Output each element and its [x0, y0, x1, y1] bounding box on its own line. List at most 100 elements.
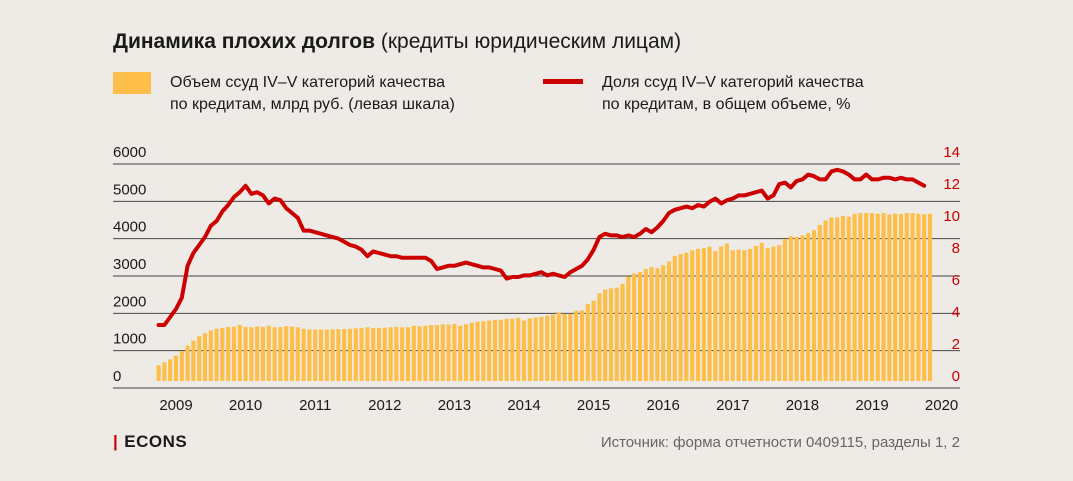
bar [910, 213, 915, 381]
bar [307, 329, 312, 381]
bar [794, 236, 799, 381]
bar [800, 235, 805, 381]
y-right-tick-label: 14 [943, 144, 960, 161]
bar [475, 321, 480, 381]
y-left-tick-label: 3000 [113, 256, 146, 273]
bar [632, 273, 637, 381]
legend-line-line2: по кредитам, в общем объеме, % [602, 96, 851, 113]
bar [255, 326, 260, 381]
bar [846, 216, 851, 381]
bar [730, 250, 735, 381]
bar [579, 310, 585, 381]
share-line-series [156, 167, 927, 327]
legend-bars-label: Объем ссуд IV–V категорий качества по кр… [170, 72, 455, 116]
bar [272, 327, 277, 381]
bar [266, 325, 271, 381]
bar [342, 329, 347, 381]
bar [533, 317, 538, 381]
bar [719, 246, 724, 381]
bar [556, 312, 561, 381]
bar [603, 289, 608, 381]
bar [898, 214, 904, 381]
chart-title: Динамика плохих долгов (кредиты юридичес… [113, 30, 681, 54]
bar [707, 246, 712, 381]
bar [388, 327, 393, 381]
logo-pipe-icon: | [113, 432, 119, 451]
y-left-tick-label: 2000 [113, 293, 146, 310]
chart-title-bold: Динамика плохих долгов [113, 30, 376, 53]
x-tick-label: 2017 [716, 397, 749, 414]
legend-line-label: Доля ссуд IV–V категорий качества по кре… [602, 72, 864, 116]
bar [527, 318, 532, 381]
y-left-tick-label: 1000 [113, 331, 146, 348]
bar [759, 242, 764, 381]
bar [858, 213, 863, 381]
bar [382, 327, 387, 381]
bar [376, 327, 382, 381]
bar [875, 213, 880, 381]
bar [289, 326, 295, 381]
bar [684, 252, 689, 381]
y-right-tick-label: 8 [952, 240, 960, 257]
bar [504, 318, 509, 381]
bar [197, 336, 202, 381]
bar [753, 245, 759, 381]
bar [423, 325, 428, 381]
bar [869, 213, 875, 381]
bar [429, 325, 434, 381]
bar [365, 327, 370, 381]
bar [922, 214, 927, 381]
bar [313, 329, 318, 381]
bar [336, 329, 341, 381]
bar [695, 248, 701, 381]
bar [237, 325, 242, 381]
y-right-tick-label: 2 [952, 336, 960, 353]
bar [608, 288, 614, 381]
bar [585, 304, 590, 381]
brand-name: ECONS [124, 432, 188, 451]
bar [469, 322, 474, 381]
bar [782, 239, 788, 381]
bar [545, 315, 550, 381]
bar [927, 213, 933, 381]
x-tick-label: 2011 [299, 397, 331, 414]
bar [597, 293, 602, 381]
bar [678, 254, 683, 381]
x-tick-label: 2010 [229, 397, 262, 414]
legend-line-line1: Доля ссуд IV–V категорий качества [602, 74, 864, 91]
bar [777, 245, 782, 381]
x-tick-label: 2013 [438, 397, 471, 414]
bar [881, 213, 886, 381]
bar [771, 246, 776, 381]
chart-title-subtitle: (кредиты юридическим лицам) [375, 30, 682, 53]
bar [243, 326, 248, 381]
bar [574, 310, 579, 381]
bar [817, 224, 822, 381]
bar [278, 327, 283, 381]
y-left-tick-label: 5000 [113, 181, 146, 198]
bar [284, 326, 289, 381]
bar [655, 268, 660, 381]
bar [736, 249, 741, 381]
bar [516, 317, 521, 381]
bar [806, 233, 811, 381]
bar [162, 362, 167, 381]
x-tick-label: 2009 [159, 397, 192, 414]
bar [765, 248, 770, 381]
bar [690, 250, 695, 381]
bar [864, 213, 869, 381]
bar [185, 345, 190, 381]
bar [823, 220, 828, 381]
bar [487, 320, 492, 381]
bar [318, 329, 324, 381]
bar [347, 328, 353, 381]
x-tick-label: 2015 [577, 397, 610, 414]
bar [394, 326, 399, 381]
x-tick-label: 2019 [855, 397, 888, 414]
bar [748, 248, 753, 381]
x-tick-label: 2018 [786, 397, 819, 414]
bar [742, 250, 747, 381]
legend-line-swatch [543, 79, 583, 84]
legend-bars-swatch [113, 72, 151, 94]
y-right-tick-label: 10 [943, 208, 960, 225]
